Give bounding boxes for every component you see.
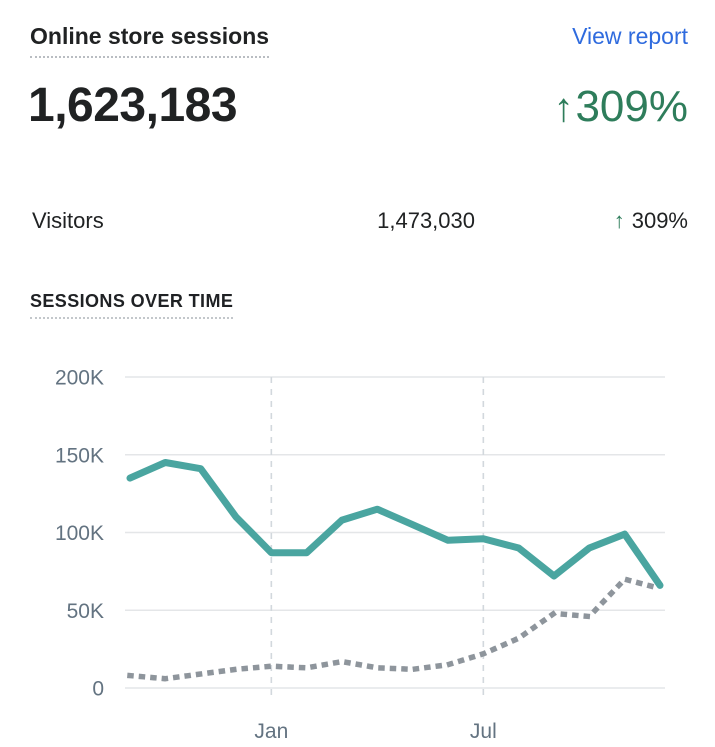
sessions-total-value: 1,623,183 (28, 79, 238, 132)
y-axis-tick-label: 200K (55, 367, 104, 390)
visitors-value: 1,473,030 (377, 208, 475, 233)
visitors-row: Visitors 1,473,030 ↑ 309% (32, 207, 688, 236)
card-title[interactable]: Online store sessions (30, 22, 270, 58)
sessions-over-time-chart: 200K 150K 100K 50K 0 Jan Jul (55, 367, 665, 743)
sessions-change-value: 309% (575, 82, 688, 131)
primary-metric-row: 1,623,183 ↑309% (28, 78, 688, 133)
visitors-label: Visitors (32, 208, 104, 233)
y-axis-tick-label: 0 (92, 678, 104, 701)
y-axis-tick-label: 100K (55, 522, 104, 545)
sessions-change-badge: ↑309% (553, 82, 688, 132)
section-title-sessions-over-time[interactable]: SESSIONS OVER TIME (30, 291, 234, 319)
y-axis-tick-label: 50K (67, 600, 104, 623)
up-arrow-icon: ↑ (613, 208, 625, 233)
series-line-current-period (126, 459, 664, 589)
series-line-previous-period (127, 576, 664, 682)
visitors-change-value: 309% (631, 208, 688, 233)
x-axis-tick-label: Jan (254, 720, 288, 743)
y-axis-tick-label: 150K (55, 444, 104, 467)
x-axis-tick-label: Jul (470, 720, 497, 743)
up-arrow-icon: ↑ (553, 86, 574, 130)
card-header: Online store sessions View report (30, 22, 688, 58)
visitors-change-badge: ↑ 309% (475, 207, 688, 236)
view-report-link[interactable]: View report (572, 23, 688, 49)
